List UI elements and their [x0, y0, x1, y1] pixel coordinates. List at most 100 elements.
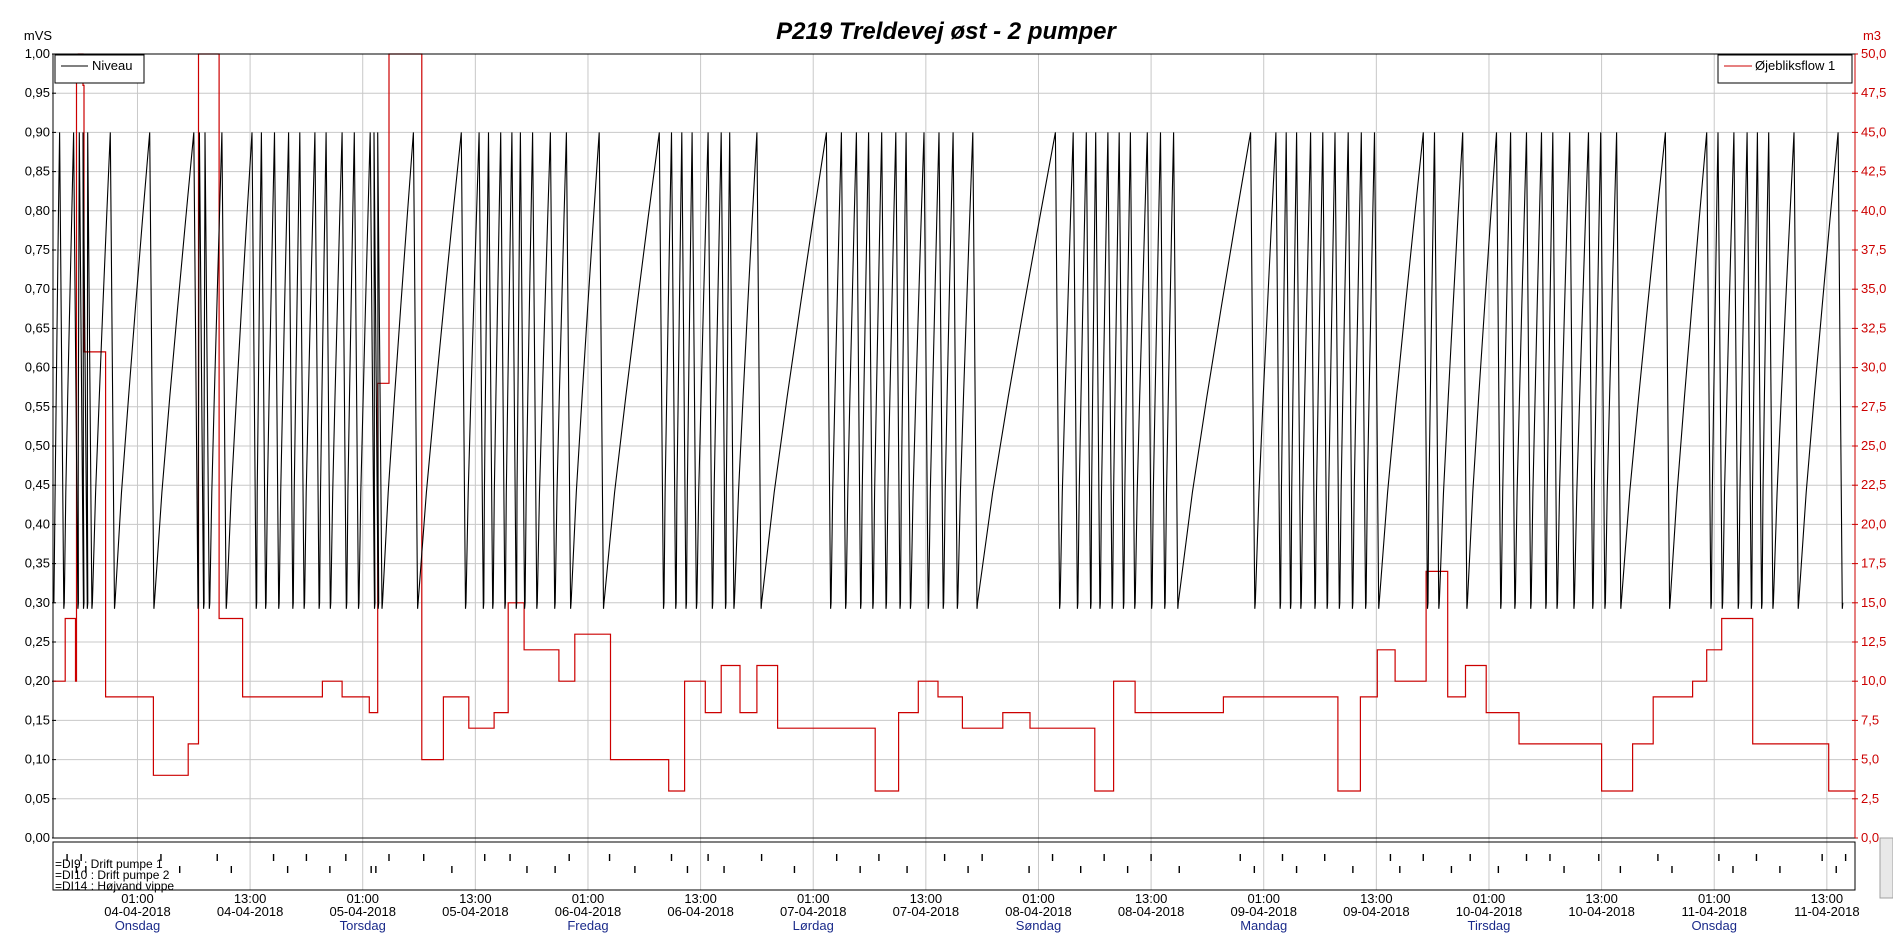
x-tick-date: 06-04-2018	[667, 904, 734, 919]
x-tick-date: 05-04-2018	[329, 904, 396, 919]
level-series	[53, 132, 1844, 609]
right-tick-label: 7,5	[1861, 712, 1879, 727]
right-tick-label: 25,0	[1861, 438, 1886, 453]
right-tick-label: 0,0	[1861, 830, 1879, 845]
di14-label: =DI14 : Højvand vippe	[55, 879, 174, 893]
x-tick-date: 04-04-2018	[217, 904, 284, 919]
left-tick-label: 0,80	[25, 203, 50, 218]
x-tick-time: 01:00	[1473, 891, 1506, 906]
x-tick-day: Tirsdag	[1468, 918, 1511, 933]
legend-right[interactable]: Øjebliksflow 1	[1717, 54, 1853, 84]
legend-left[interactable]: Niveau	[54, 54, 145, 84]
left-tick-label: 0,25	[25, 634, 50, 649]
x-tick-time: 13:00	[1585, 891, 1618, 906]
legend-left-box	[54, 54, 145, 84]
left-tick-label: 0,00	[25, 830, 50, 845]
left-tick-label: 0,30	[25, 595, 50, 610]
x-tick-time: 01:00	[797, 891, 830, 906]
right-tick-label: 2,5	[1861, 791, 1879, 806]
x-tick-date: 07-04-2018	[780, 904, 847, 919]
left-tick-label: 0,50	[25, 438, 50, 453]
x-tick-day: Fredag	[567, 918, 608, 933]
x-tick-date: 10-04-2018	[1456, 904, 1523, 919]
x-tick-time: 01:00	[346, 891, 379, 906]
x-tick-date: 09-04-2018	[1343, 904, 1410, 919]
x-tick-time: 13:00	[1811, 891, 1844, 906]
x-tick-day: Onsdag	[115, 918, 161, 933]
flow-line	[53, 53, 1855, 792]
x-tick-time: 13:00	[1135, 891, 1168, 906]
right-tick-label: 45,0	[1861, 124, 1886, 139]
left-tick-label: 1,00	[25, 46, 50, 61]
x-tick-time: 01:00	[121, 891, 154, 906]
digital-border	[52, 841, 1856, 891]
right-tick-label: 15,0	[1861, 595, 1886, 610]
x-tick-time: 01:00	[572, 891, 605, 906]
chart-title: P219 Treldevej øst - 2 pumper	[776, 18, 1117, 45]
left-tick-label: 0,05	[25, 791, 50, 806]
left-tick-label: 0,95	[25, 85, 50, 100]
right-axis-unit: m3	[1863, 28, 1881, 43]
x-tick-date: 11-04-2018	[1794, 904, 1860, 919]
left-tick-label: 0,45	[25, 477, 50, 492]
left-tick-label: 0,65	[25, 320, 50, 335]
x-tick-time: 01:00	[1698, 891, 1731, 906]
di10-label: =DI10 : Drift pumpe 2	[55, 868, 170, 882]
x-tick-date: 04-04-2018	[104, 904, 171, 919]
x-tick-date: 11-04-2018	[1681, 904, 1747, 919]
right-tick-label: 22,5	[1861, 477, 1886, 492]
right-tick-label: 12,5	[1861, 634, 1886, 649]
left-tick-label: 0,35	[25, 556, 50, 571]
x-tick-time: 13:00	[234, 891, 267, 906]
right-tick-label: 35,0	[1861, 281, 1886, 296]
di9-label: =DI9 : Drift pumpe 1	[55, 857, 163, 871]
left-tick-label: 0,70	[25, 281, 50, 296]
x-tick-date: 08-04-2018	[1005, 904, 1072, 919]
legend-right-box	[1717, 54, 1853, 84]
left-tick-label: 0,60	[25, 360, 50, 375]
right-tick-label: 37,5	[1861, 242, 1886, 257]
flow-series	[53, 53, 1855, 792]
x-tick-day: Mandag	[1240, 918, 1287, 933]
x-tick-time: 13:00	[684, 891, 717, 906]
right-tick-label: 30,0	[1861, 360, 1886, 375]
x-tick-day: Torsdag	[340, 918, 386, 933]
left-tick-label: 0,90	[25, 124, 50, 139]
x-tick-time: 13:00	[459, 891, 492, 906]
x-tick-time: 01:00	[1022, 891, 1055, 906]
x-tick-day: Lørdag	[793, 918, 834, 933]
right-tick-label: 10,0	[1861, 673, 1886, 688]
left-axis-ticks: 0,00 0,05 0,10 0,15 0,20 0,25 0,30 0,35 0,40 0,45…	[25, 46, 56, 845]
right-tick-label: 20,0	[1861, 516, 1886, 531]
legend-left-label: Niveau	[92, 58, 132, 73]
left-tick-label: 0,40	[25, 516, 50, 531]
right-tick-label: 50,0	[1861, 46, 1886, 61]
x-tick-date: 07-04-2018	[893, 904, 960, 919]
left-tick-label: 0,20	[25, 673, 50, 688]
digital-events	[66, 854, 1847, 873]
right-tick-label: 27,5	[1861, 399, 1886, 414]
left-tick-label: 0,75	[25, 242, 50, 257]
plot-frame	[52, 53, 1856, 891]
left-tick-label: 0,85	[25, 164, 50, 179]
right-tick-label: 5,0	[1861, 752, 1879, 767]
right-tick-label: 32,5	[1861, 320, 1886, 335]
x-tick-time: 13:00	[910, 891, 943, 906]
x-tick-date: 08-04-2018	[1118, 904, 1185, 919]
scroll-handle[interactable]	[1879, 837, 1893, 899]
right-tick-label: 40,0	[1861, 203, 1886, 218]
right-tick-label: 47,5	[1861, 85, 1886, 100]
x-tick-time: 13:00	[1360, 891, 1393, 906]
left-tick-label: 0,15	[25, 712, 50, 727]
x-tick-day: Onsdag	[1691, 918, 1737, 933]
level-line	[53, 132, 1844, 609]
x-tick-date: 05-04-2018	[442, 904, 509, 919]
left-tick-label: 0,55	[25, 399, 50, 414]
x-tick-date: 10-04-2018	[1568, 904, 1635, 919]
x-tick-time: 01:00	[1247, 891, 1280, 906]
right-axis-ticks: 0,0 2,5 5,0 7,5 10,0 12,5 15,0 17,5 20,0 22,5 25,0…	[1852, 46, 1886, 845]
x-tick-day: Søndag	[1016, 918, 1062, 933]
digital-panel: =DI9 : Drift pumpe 1 =DI10 : Drift pumpe…	[55, 854, 1847, 893]
x-tick-date: 06-04-2018	[555, 904, 622, 919]
